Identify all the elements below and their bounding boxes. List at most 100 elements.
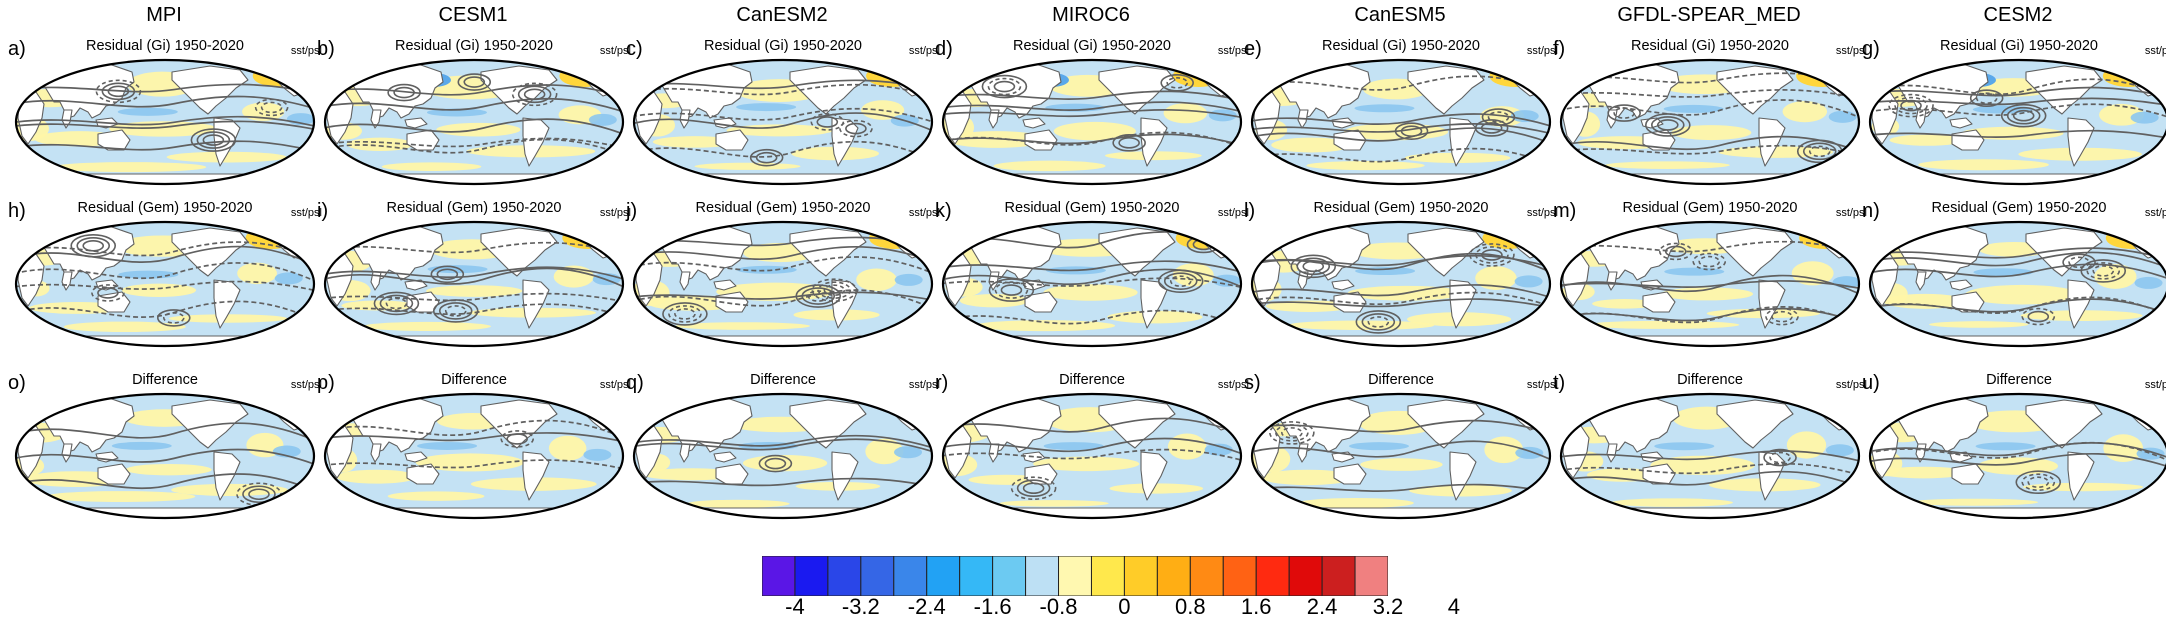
panel-letter: b): [317, 38, 335, 60]
hot-anomaly-region: [1510, 66, 1522, 72]
panel-letter: q): [626, 372, 644, 394]
map-outline: [1559, 58, 1861, 186]
variable-label: sst/psl: [1526, 207, 1558, 219]
colorbar-swatch: [762, 556, 796, 596]
map-panel: a) Residual (Gi) 1950-2020 sst/psl: [8, 36, 322, 186]
pressure-cell-contour: [2086, 262, 2121, 280]
pressure-contour: [325, 137, 623, 149]
indian-subcontinent-land: [61, 443, 73, 463]
pressure-cell-contour: [981, 74, 1028, 99]
north-america-land: [1407, 399, 1485, 449]
pressure-cell-contour: [1645, 113, 1691, 137]
australia-land: [715, 463, 749, 485]
colorbar-swatch: [1288, 556, 1323, 596]
north-america-land: [789, 65, 867, 115]
warm-anomaly-region: [1879, 466, 1969, 479]
world-map: [941, 220, 1243, 348]
pressure-cell-contour: [1769, 451, 1791, 464]
colorbar-tick-label: -2.4: [907, 594, 946, 619]
world-map: [14, 220, 316, 348]
indian-subcontinent-land: [679, 271, 691, 291]
pressure-contour: [1870, 251, 2166, 270]
pressure-cell-contour: [1975, 92, 1998, 105]
asia-land: [1895, 397, 1989, 453]
panel-title: Residual (Gi) 1950-2020: [1322, 38, 1480, 54]
model-header: CanESM5: [1354, 4, 1446, 26]
map-panel: t) Difference sst/psl: [1553, 370, 1867, 520]
south-america-land: [522, 117, 550, 167]
warm-anomaly-region: [1163, 103, 1208, 124]
colorbar-swatch: [1058, 556, 1092, 596]
warm-anomaly-region: [1592, 298, 1657, 309]
australia-land: [1024, 129, 1058, 151]
warm-anomaly-region: [2102, 65, 2155, 87]
south-america-land: [1140, 451, 1168, 501]
warm-anomaly-region: [1611, 498, 1733, 507]
warm-anomaly-region: [237, 262, 277, 285]
indian-subcontinent-land: [1915, 271, 1927, 291]
map-outline: [1868, 220, 2166, 348]
pressure-cell-contour: [500, 430, 534, 448]
pressure-contour: [16, 262, 314, 283]
warm-anomaly-region: [675, 322, 811, 330]
cool-anomaly-region: [274, 272, 303, 285]
pressure-cell-contour: [1302, 260, 1325, 273]
pressure-contour: [16, 448, 314, 466]
colorbar-tick-label: -4: [785, 594, 805, 619]
world-map: [1868, 220, 2166, 348]
pressure-contour: [1252, 75, 1550, 94]
world-map: [941, 58, 1243, 186]
antarctica-land: [1252, 173, 1550, 184]
australia-land: [715, 129, 749, 151]
variable-label: sst/psl: [1217, 379, 1249, 391]
pressure-cell-contour: [101, 82, 136, 101]
pressure-contour: [1870, 452, 2166, 469]
pressure-contour: [325, 303, 623, 318]
pressure-cell-contour: [674, 308, 696, 320]
pressure-cell-contour: [2006, 106, 2041, 125]
south-america-land: [1449, 451, 1477, 501]
colorbar-swatch: [1354, 556, 1388, 596]
pressure-contour: [943, 417, 1241, 436]
pressure-cell-contour: [816, 116, 839, 128]
antarctica-land: [325, 335, 623, 346]
map-outline: [14, 220, 316, 348]
map-panel: g) Residual (Gi) 1950-2020 sst/psl: [1862, 36, 2166, 186]
antarctica-land: [634, 335, 932, 346]
panel-letter: p): [317, 372, 335, 394]
pressure-cell-contour: [1894, 96, 1928, 115]
map-outline: [941, 392, 1243, 520]
pressure-cell-contour: [1657, 119, 1679, 131]
panel-title: Difference: [1059, 372, 1125, 388]
world-map: [1250, 220, 1552, 348]
panel-title: Residual (Gem) 1950-2020: [695, 200, 871, 216]
warm-anomaly-region: [1586, 468, 1659, 482]
panel-title: Difference: [132, 372, 198, 388]
warm-anomaly-region: [866, 65, 919, 87]
panel-letter: h): [8, 200, 26, 222]
africa-land: [944, 425, 972, 479]
australia-land: [1642, 291, 1676, 313]
australia-land: [97, 291, 131, 313]
pressure-contour: [1252, 284, 1550, 299]
pressure-contour: [943, 109, 1241, 119]
warm-anomaly-region: [1260, 469, 1355, 486]
south-america-land: [1758, 117, 1786, 167]
pressure-cell-contour: [1475, 246, 1509, 264]
pressure-cell-contour: [2015, 470, 2062, 495]
africa-land: [17, 91, 45, 145]
pressure-cell-contour: [1481, 249, 1503, 261]
pressure-contour: [1870, 298, 2166, 316]
pressure-cell-contour: [1692, 252, 1727, 271]
model-header: GFDL-SPEAR_MED: [1617, 4, 1801, 26]
asia-land: [659, 397, 753, 453]
map-outline: [1250, 392, 1552, 520]
antarctica-land: [1870, 173, 2166, 184]
panel-title: Residual (Gem) 1950-2020: [1931, 200, 2107, 216]
pressure-contour: [1870, 442, 2166, 459]
hot-anomaly-region: [583, 228, 595, 234]
asia-land: [1586, 397, 1680, 453]
cool-anomaly-region: [1654, 442, 1715, 451]
map-panel: i) Residual (Gem) 1950-2020 sst/psl: [317, 198, 631, 348]
colorbar-swatch: [959, 556, 994, 596]
